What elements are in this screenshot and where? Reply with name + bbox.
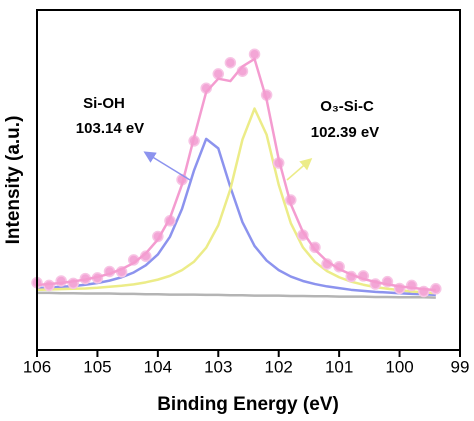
annotation: O₃-Si-C (320, 98, 374, 115)
curve (37, 291, 436, 299)
annotation: 103.14 eV (76, 120, 144, 137)
data-point (224, 56, 237, 69)
data-point (248, 48, 261, 60)
x-tick-label: 102 (265, 357, 293, 376)
arrow (286, 158, 313, 181)
x-tick-label: 104 (144, 357, 172, 376)
data-point (212, 68, 225, 80)
arrow (143, 151, 191, 181)
curve (36, 107, 436, 295)
y-axis-title: Intensity (a.u.) (3, 116, 24, 245)
x-tick-label: 105 (83, 357, 111, 376)
x-tick-label: 106 (23, 357, 51, 376)
plot-frame (36, 9, 461, 351)
annotation: Si-OH (83, 95, 125, 112)
curve (36, 137, 436, 297)
x-tick-label: 99 (451, 357, 470, 376)
annotation: 102.39 eV (311, 124, 379, 141)
x-tick-label: 100 (385, 357, 413, 376)
x-tick-label: 101 (325, 357, 353, 376)
curve (36, 57, 436, 292)
plot-area (31, 48, 442, 299)
x-axis-title: Binding Energy (eV) (157, 394, 339, 415)
x-tick-label: 103 (204, 357, 232, 376)
